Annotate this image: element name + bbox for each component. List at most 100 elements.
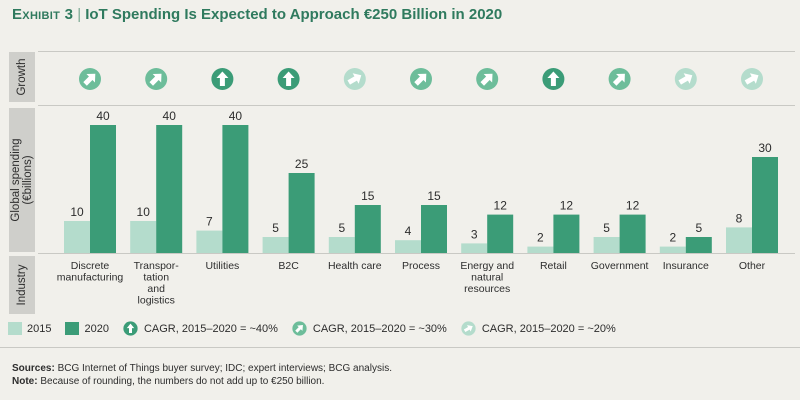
growth-arrow-icon	[145, 68, 168, 90]
growth-icon-arrow-group	[149, 73, 162, 86]
data-label-2015: 10	[137, 205, 151, 219]
growth-icon-arrow-group	[216, 71, 229, 86]
data-label-2020: 12	[560, 199, 574, 213]
data-label-2015: 10	[70, 205, 84, 219]
data-label-2015: 3	[471, 227, 478, 241]
data-label-2015: 8	[736, 211, 743, 225]
title-text: IoT Spending Is Expected to Approach €25…	[85, 6, 503, 23]
data-label-2020: 30	[758, 141, 772, 155]
chart-title: Exhibit 3 | IoT Spending Is Expected to Ap…	[12, 6, 502, 23]
divider-axis	[38, 253, 795, 254]
bar-2020	[487, 214, 514, 253]
data-label-2020: 40	[163, 109, 177, 123]
data-label-2015: 2	[537, 231, 544, 245]
category-label-line: Discrete	[71, 260, 110, 272]
growth-icon-arrow	[83, 73, 96, 86]
category-label-line: Insurance	[663, 260, 709, 272]
legend-item-g40: CAGR, 2015–2020 = ~40%	[123, 321, 278, 336]
growth-arrow-icon	[343, 68, 366, 90]
growth-arrow-icon	[79, 68, 101, 90]
bar-2015	[593, 237, 620, 253]
bar-2015	[262, 237, 289, 253]
category-label-line: Other	[739, 260, 766, 272]
category-label-line: B2C	[278, 260, 299, 272]
data-label-2015: 5	[272, 221, 279, 235]
category-label-line: natural	[471, 272, 503, 284]
note-line: Note: Because of rounding, the numbers d…	[12, 375, 392, 388]
sources-line: Sources: BCG Internet of Things buyer su…	[12, 362, 392, 375]
category-label-line: Health care	[328, 260, 382, 272]
bar-2015	[461, 243, 488, 253]
bar-2015	[659, 246, 686, 253]
category-group: 7 40 Utilities	[196, 68, 249, 272]
legend-label-g30: CAGR, 2015–2020 = ~30%	[312, 322, 447, 335]
growth-icon-arrow	[744, 73, 759, 85]
category-label-line: Retail	[540, 260, 567, 272]
legend-label-2020: 2020	[84, 322, 109, 335]
growth-icon-arrow-group	[678, 73, 693, 85]
bar-2020	[685, 237, 712, 253]
category-group: 3 12 Energy and natural resources	[460, 68, 514, 295]
legend-label-g20: CAGR, 2015–2020 = ~20%	[481, 322, 616, 335]
growth-arrow-icon	[410, 68, 432, 90]
growth-row-label: Growth	[9, 52, 35, 102]
data-label-2020: 5	[695, 221, 702, 235]
bar-2020	[752, 157, 778, 253]
category-group: 2 12 Retail	[527, 68, 580, 272]
category-group: 10 40 Transpor-tation and logistics	[130, 68, 183, 307]
legend-label-2015: 2015	[27, 322, 52, 335]
bar-2020	[421, 205, 447, 253]
category-group: 4 15 Process	[395, 68, 447, 272]
growth-icon-arrow-group	[612, 73, 625, 86]
legend-item-2020: 2020	[65, 322, 109, 335]
legend-label-g40: CAGR, 2015–2020 = ~40%	[143, 322, 278, 335]
data-label-2020: 15	[361, 189, 375, 203]
legend-item-2015: 2015	[8, 322, 51, 335]
growth-icon-arrow-group	[744, 73, 759, 85]
bar-2020	[90, 125, 116, 253]
growth-icon-arrow	[678, 73, 693, 85]
divider-top	[38, 51, 795, 52]
data-label-2015: 7	[206, 215, 213, 229]
growth-arrow-icon	[674, 68, 697, 90]
category-label-line: Energy and	[460, 260, 514, 272]
growth-arrow-icon	[277, 68, 300, 90]
growth-arrow-icon	[476, 68, 499, 90]
legend: 2015 2020 CAGR, 2015–2020 = ~40% CAGR, 2…	[8, 321, 630, 336]
data-label-2020: 40	[96, 109, 110, 123]
growth-arrow-icon	[608, 68, 631, 90]
category-label: Insurance	[663, 260, 709, 272]
category-label-line: resources	[464, 283, 510, 295]
growth-icon-arrow	[612, 73, 625, 86]
category-group: 5 25 B2C	[262, 68, 315, 272]
data-label-2015: 2	[669, 231, 676, 245]
exhibit-label: Exhibit 3	[12, 6, 74, 23]
bar-2015	[328, 237, 355, 253]
growth-up-arrow-icon	[123, 321, 138, 336]
legend-swatch-2015	[8, 322, 22, 335]
category-label: Government	[591, 260, 649, 272]
category-label-line: logistics	[138, 295, 175, 307]
category-label-line: tation	[143, 272, 169, 284]
growth-icon-arrow	[480, 73, 493, 86]
industry-row-label: Industry	[9, 256, 35, 314]
growth-arrow-icon	[211, 68, 234, 90]
footer-divider	[0, 347, 800, 348]
category-group: 5 12 Government	[591, 68, 649, 272]
category-label-line: Utilities	[205, 260, 239, 272]
data-label-2020: 25	[295, 157, 309, 171]
sources-label: Sources:	[12, 363, 55, 374]
bar-2020	[156, 125, 183, 253]
category-group: 8 30 Other	[726, 68, 778, 272]
data-label-2015: 5	[603, 221, 610, 235]
sources-text: BCG Internet of Things buyer survey; IDC…	[57, 363, 392, 374]
category-group: 5 15 Health care	[328, 68, 382, 272]
footnotes: Sources: BCG Internet of Things buyer su…	[12, 362, 392, 388]
category-label: Utilities	[205, 260, 239, 272]
growth-icon-arrow-group	[282, 71, 295, 86]
growth-icon-arrow-group	[414, 73, 427, 86]
category-label-line: manufacturing	[57, 272, 124, 284]
growth-icon-arrow	[216, 71, 229, 86]
growth-icon-arrow	[414, 73, 427, 86]
category-label-line: and	[147, 283, 165, 295]
